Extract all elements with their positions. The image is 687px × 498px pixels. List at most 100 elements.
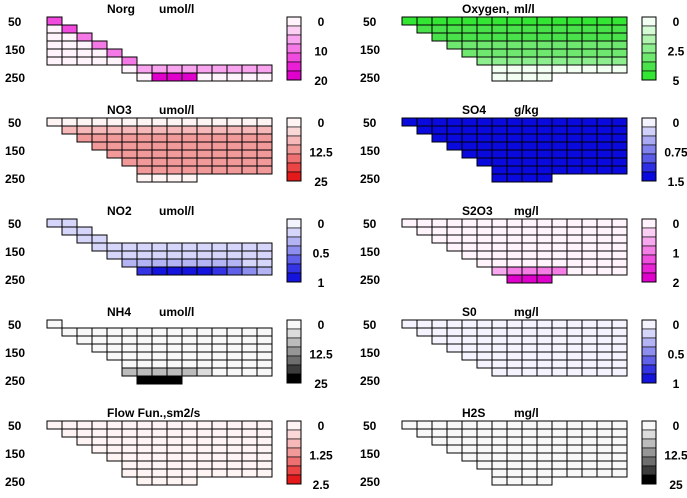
heatmap-cell xyxy=(121,141,138,151)
heatmap-cell xyxy=(181,359,198,369)
heatmap-cell xyxy=(551,56,568,66)
heatmap-cell xyxy=(76,436,93,446)
colorbar-segment xyxy=(286,117,302,128)
y-tick-label: 150 xyxy=(360,245,380,259)
heatmap-cell xyxy=(446,141,463,151)
heatmap-cell xyxy=(106,351,123,361)
heatmap-cell xyxy=(91,242,108,252)
y-tick-label: 50 xyxy=(363,15,377,29)
heatmap-cell xyxy=(491,266,508,276)
colorbar-tick-label: 20 xyxy=(314,74,328,88)
colorbar-tick-label: 12.5 xyxy=(664,449,687,463)
heatmap-cell xyxy=(536,420,553,430)
heatmap-cell xyxy=(226,367,243,377)
colorbar-frame xyxy=(641,117,657,182)
heatmap-cell xyxy=(121,149,138,159)
heatmap-cell xyxy=(491,250,508,260)
heatmap-cell xyxy=(241,428,258,438)
colorbar-segment xyxy=(286,245,302,256)
heatmap-cell xyxy=(446,436,463,446)
heatmap-cell xyxy=(256,359,273,369)
heatmap-cell xyxy=(611,359,628,369)
colorbar-segment xyxy=(286,346,302,357)
heatmap-cell xyxy=(506,125,523,135)
heatmap-cell xyxy=(241,327,258,337)
heatmap-cell xyxy=(551,468,568,478)
colorbar-tick-label: 12.5 xyxy=(309,146,333,160)
heatmap-cell xyxy=(241,133,258,143)
heatmap-cell xyxy=(461,133,478,143)
heatmap-cell xyxy=(76,428,93,438)
heatmap-cell xyxy=(151,125,168,135)
heatmap-cell xyxy=(566,351,583,361)
heatmap-cell xyxy=(611,327,628,337)
colorbar-segment xyxy=(641,420,657,431)
chart-title: Norg xyxy=(107,2,135,16)
heatmap-cell xyxy=(521,266,538,276)
heatmap-cell xyxy=(521,117,538,127)
heatmap-cell xyxy=(506,56,523,66)
y-tick-label: 250 xyxy=(360,273,380,287)
heatmap-cell xyxy=(256,351,273,361)
heatmap-cell xyxy=(151,258,168,268)
heatmap-cell xyxy=(611,24,628,34)
heatmap-cell xyxy=(446,319,463,329)
heatmap-cell xyxy=(121,64,138,74)
heatmap-cell xyxy=(151,133,168,143)
heatmap-cell xyxy=(551,367,568,377)
heatmap-cell xyxy=(611,234,628,244)
heatmap-cell xyxy=(521,165,538,175)
colorbar-tick-label: 0.75 xyxy=(664,146,687,160)
heatmap-cell xyxy=(91,234,108,244)
heatmap-cell xyxy=(521,460,538,470)
heatmap-cell xyxy=(596,266,613,276)
colorbar-segment xyxy=(286,227,302,238)
heatmap-cell xyxy=(226,242,243,252)
heatmap-cell xyxy=(61,125,78,135)
colorbar-tick-label: 0 xyxy=(318,318,325,332)
heatmap-cell xyxy=(241,157,258,167)
heatmap-cell xyxy=(211,367,228,377)
heatmap-cell xyxy=(121,460,138,470)
heatmap-cell xyxy=(226,157,243,167)
heatmap-cell xyxy=(566,428,583,438)
heatmap-cell xyxy=(521,444,538,454)
colorbar-tick-label: 0.5 xyxy=(668,348,685,362)
heatmap-cell xyxy=(506,133,523,143)
heatmap-cell xyxy=(581,367,598,377)
heatmap-cell xyxy=(256,452,273,462)
heatmap-cell xyxy=(46,319,63,329)
heatmap-cell xyxy=(196,117,213,127)
colorbar-segment xyxy=(641,162,657,173)
chart-title: S2O3 xyxy=(462,204,493,218)
heatmap-cell xyxy=(611,444,628,454)
heatmap-cell xyxy=(476,460,493,470)
heatmap-cell xyxy=(521,428,538,438)
heatmap-cell xyxy=(166,266,183,276)
heatmap-cell xyxy=(106,141,123,151)
heatmap-cell xyxy=(211,141,228,151)
colorbar-frame xyxy=(641,319,657,384)
heatmap-cell xyxy=(506,24,523,34)
heatmap-cell xyxy=(521,56,538,66)
heatmap-cell xyxy=(611,125,628,135)
heatmap-cell xyxy=(476,242,493,252)
heatmap-cell xyxy=(181,428,198,438)
heatmap-cell xyxy=(431,327,448,337)
heatmap-cell xyxy=(121,327,138,337)
colorbar-segment xyxy=(641,52,657,63)
heatmap-cell xyxy=(521,218,538,228)
heatmap-cell xyxy=(506,258,523,268)
colorbar-segment xyxy=(286,126,302,137)
colorbar-tick-label: 0 xyxy=(673,217,680,231)
heatmap-cell xyxy=(416,117,433,127)
heatmap-cell xyxy=(536,218,553,228)
heatmap-cell xyxy=(581,16,598,26)
heatmap-cell xyxy=(196,157,213,167)
y-tick-label: 250 xyxy=(5,71,25,85)
colorbar-segment xyxy=(641,144,657,155)
heatmap-cell xyxy=(241,125,258,135)
heatmap-cell xyxy=(256,335,273,345)
heatmap-cell xyxy=(181,266,198,276)
heatmap-cell xyxy=(166,242,183,252)
